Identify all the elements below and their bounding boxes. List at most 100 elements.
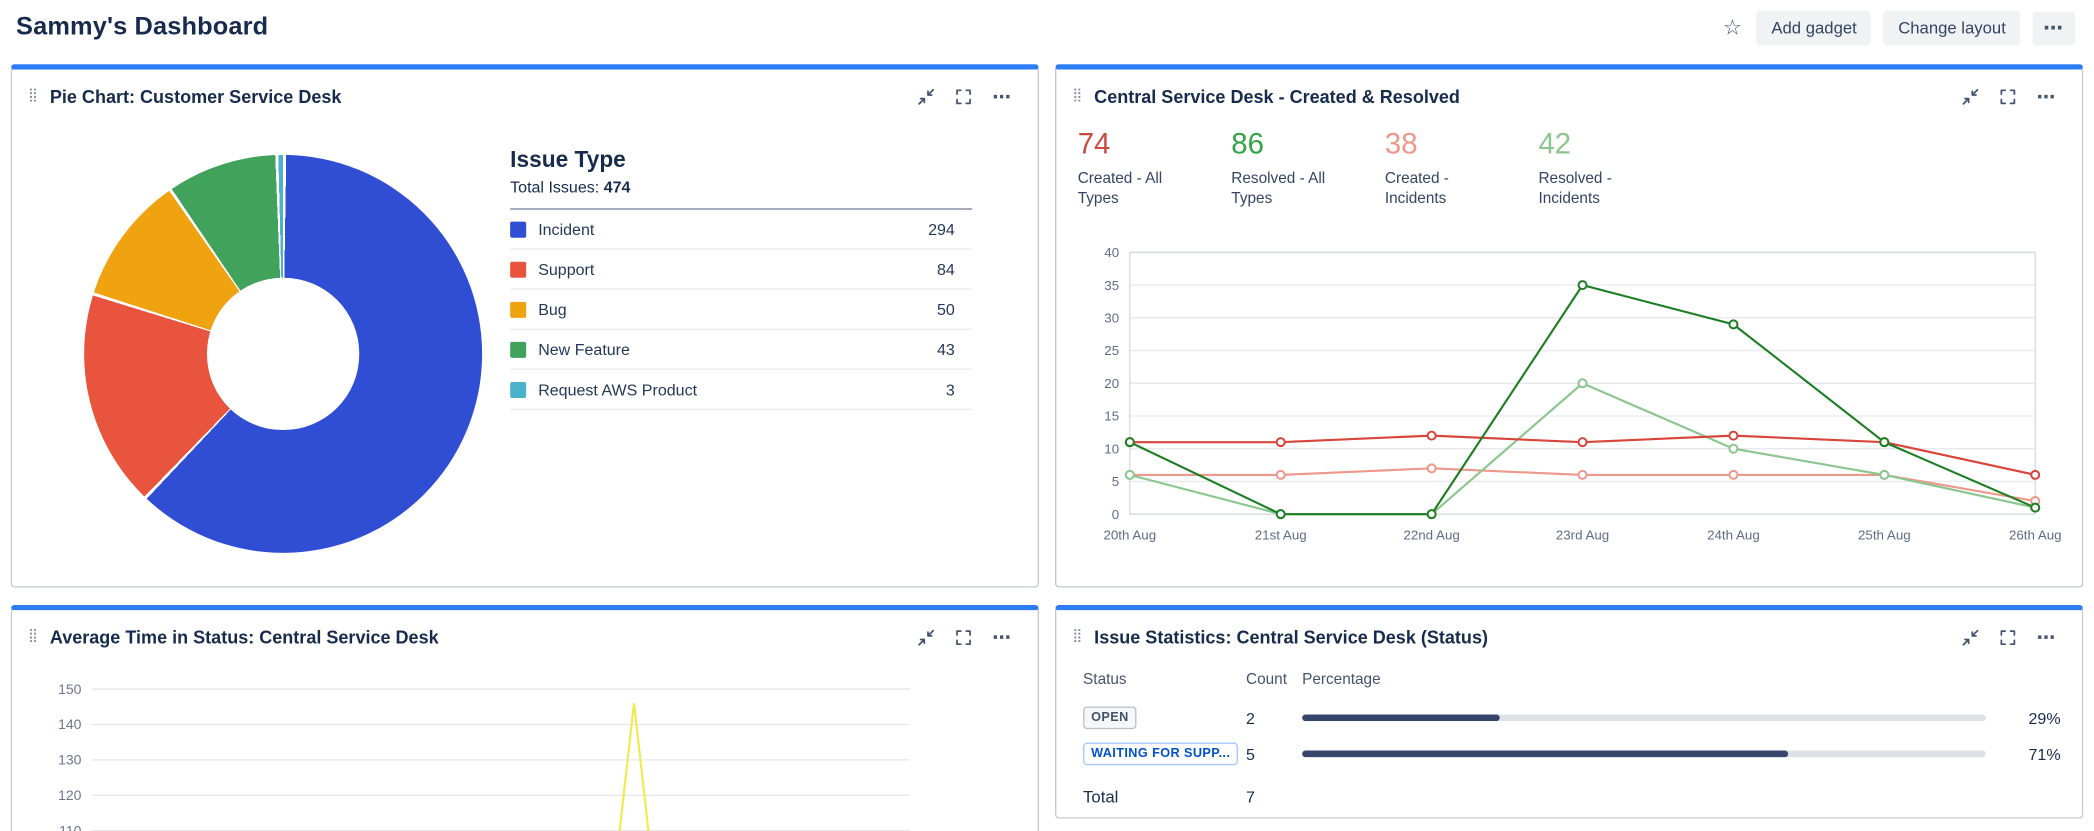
legend-label: New Feature [538, 339, 630, 359]
stat-resolved-incidents: 42 Resolved - Incidents [1538, 126, 1656, 210]
legend-count: 43 [937, 339, 955, 359]
svg-text:15: 15 [1104, 409, 1119, 424]
collapse-icon-button[interactable] [1955, 83, 1986, 108]
panel-pie-chart: ⣿ Pie Chart: Customer Service Desk ⋯ Iss… [10, 64, 1039, 588]
column-header-percentage: Percentage [1302, 671, 1381, 688]
legend-count: 50 [937, 299, 955, 319]
panel-issue-statistics: ⣿ Issue Statistics: Central Service Desk… [1055, 604, 2084, 819]
svg-text:140: 140 [58, 716, 82, 732]
progress-bar-track [1302, 714, 1986, 722]
svg-text:21st Aug: 21st Aug [1255, 528, 1307, 543]
legend-count: 3 [945, 379, 955, 399]
drag-handle-icon[interactable]: ⣿ [28, 88, 38, 103]
stat-label: Resolved - Incidents [1538, 171, 1612, 208]
stat-value: 38 [1384, 126, 1418, 161]
table-header-row: Status Count Percentage [1083, 672, 2061, 700]
svg-text:20: 20 [1104, 376, 1119, 391]
avg-time-chart: 150 140 130 120 110 [58, 681, 910, 831]
panel-title: Issue Statistics: Central Service Desk (… [1094, 626, 1488, 648]
panel-more-button[interactable]: ⋯ [2030, 83, 2063, 110]
drag-handle-icon[interactable]: ⣿ [1072, 88, 1083, 103]
progress-bar-fill [1302, 714, 1501, 722]
change-layout-button[interactable]: Change layout [1883, 10, 2021, 46]
panel-more-button[interactable]: ⋯ [2030, 624, 2063, 651]
table-total-row: Total 7 [1083, 779, 2061, 815]
stat-value: 42 [1538, 126, 1572, 161]
count-cell: 2 [1245, 708, 1255, 728]
svg-text:20th Aug: 20th Aug [1103, 528, 1156, 543]
panel-actions: ⋯ [911, 624, 1019, 651]
status-badge[interactable]: WAITING FOR SUPP... [1083, 742, 1239, 766]
expand-icon-button[interactable] [948, 624, 979, 649]
panel-header: ⣿ Average Time in Status: Central Servic… [12, 610, 1038, 661]
legend-swatch [510, 381, 527, 398]
collapse-icon-button[interactable] [1955, 624, 1986, 649]
panel-header: ⣿ Pie Chart: Customer Service Desk ⋯ [12, 69, 1038, 120]
percentage-cell: 29% [2028, 708, 2061, 728]
svg-text:130: 130 [58, 752, 82, 768]
table-row: OPEN 2 29% [1083, 700, 2061, 736]
summary-stats: 74 Created - All Types 86 Resolved - All… [1056, 120, 2082, 210]
svg-text:25th Aug: 25th Aug [1858, 528, 1911, 543]
stat-created-all: 74 Created - All Types [1077, 127, 1196, 210]
panel-actions: ⋯ [911, 83, 1019, 110]
panel-actions: ⋯ [1955, 624, 2063, 651]
legend-row: Request AWS Product 3 [510, 370, 973, 410]
stat-label: Created - Incidents [1384, 171, 1449, 208]
stat-value: 86 [1231, 126, 1264, 161]
page-title: Sammy's Dashboard [16, 13, 269, 42]
svg-text:22nd Aug: 22nd Aug [1403, 528, 1459, 543]
dashboard-more-button[interactable]: ⋯ [2032, 11, 2076, 45]
table-row: WAITING FOR SUPP... 5 71% [1083, 736, 2061, 772]
svg-text:30: 30 [1104, 311, 1119, 326]
svg-text:0: 0 [1112, 507, 1119, 522]
panel-header: ⣿ Issue Statistics: Central Service Desk… [1056, 610, 2082, 661]
status-badge[interactable]: OPEN [1083, 706, 1137, 730]
drag-handle-icon[interactable]: ⣿ [28, 629, 38, 644]
stat-label: Created - All Types [1077, 171, 1163, 208]
panel-actions: ⋯ [1955, 83, 2063, 110]
svg-text:40: 40 [1104, 245, 1119, 260]
drag-handle-icon[interactable]: ⣿ [1072, 629, 1083, 644]
total-count: 7 [1245, 787, 1255, 806]
progress-bar-track [1302, 750, 1986, 758]
svg-text:23rd Aug: 23rd Aug [1556, 528, 1609, 543]
dashboard-header: Sammy's Dashboard ☆ Add gadget Change la… [0, 0, 2094, 56]
panel-more-button[interactable]: ⋯ [986, 624, 1019, 651]
percentage-cell: 71% [2028, 744, 2061, 764]
legend-total-value: 474 [603, 177, 631, 197]
panel-title: Pie Chart: Customer Service Desk [49, 86, 342, 107]
svg-text:5: 5 [1112, 474, 1119, 489]
svg-text:150: 150 [58, 681, 82, 697]
favorite-star-icon[interactable]: ☆ [1720, 12, 1744, 44]
add-gadget-button[interactable]: Add gadget [1756, 10, 1872, 46]
pie-chart [84, 154, 483, 553]
svg-text:24th Aug: 24th Aug [1707, 528, 1760, 543]
legend-count: 294 [928, 219, 955, 239]
panel-title: Central Service Desk - Created & Resolve… [1094, 86, 1460, 107]
expand-icon-button[interactable] [948, 83, 979, 108]
legend-label: Incident [538, 219, 595, 239]
expand-icon-button[interactable] [1993, 83, 2024, 108]
collapse-icon-button[interactable] [911, 83, 942, 108]
legend-swatch [510, 261, 527, 278]
collapse-icon-button[interactable] [911, 624, 942, 649]
svg-text:110: 110 [59, 822, 82, 831]
panel-more-button[interactable]: ⋯ [986, 83, 1019, 110]
svg-text:25: 25 [1104, 343, 1119, 358]
legend-label: Support [538, 259, 595, 279]
panel-title: Average Time in Status: Central Service … [49, 626, 439, 648]
legend-total-label: Total Issues: [510, 177, 600, 197]
panel-created-resolved: ⣿ Central Service Desk - Created & Resol… [1055, 64, 2084, 588]
panel-header: ⣿ Central Service Desk - Created & Resol… [1056, 69, 2082, 120]
legend-row: New Feature 43 [510, 330, 973, 370]
stat-resolved-all: 86 Resolved - All Types [1231, 126, 1349, 210]
expand-icon-button[interactable] [1993, 624, 2024, 649]
created-resolved-chart: 0 5 10 15 20 25 30 35 40 20th Aug 21st Aug 22nd Aug… [1103, 245, 2061, 543]
stat-label: Resolved - All Types [1231, 171, 1326, 208]
total-label: Total [1083, 787, 1119, 806]
column-header-count: Count [1245, 671, 1287, 688]
column-header-status: Status [1083, 671, 1127, 688]
